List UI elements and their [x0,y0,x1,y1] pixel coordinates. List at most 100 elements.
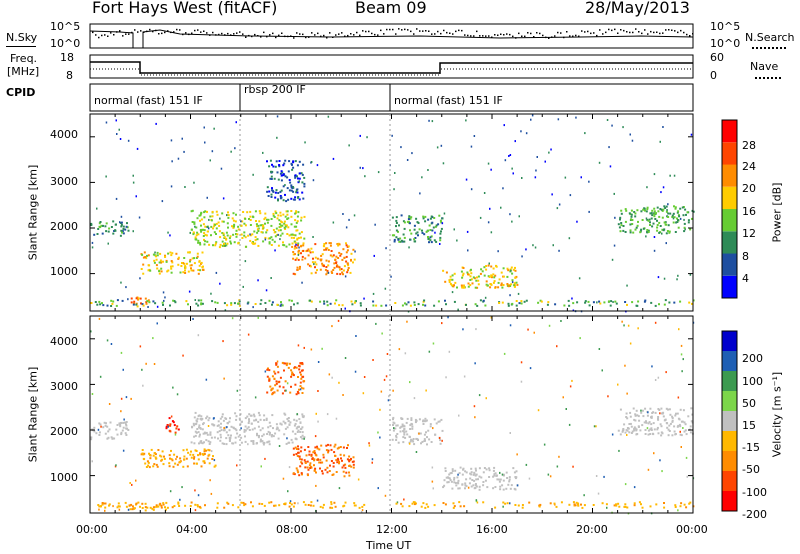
data-cell [279,229,282,232]
data-cell [169,304,171,307]
data-cell [204,225,207,228]
cpid-segment: rbsp 200 IF [244,83,306,96]
data-cell [423,233,426,236]
data-cell [110,226,113,228]
nsearch-point [512,35,514,38]
data-cell [654,218,657,220]
data-cell [236,233,239,236]
data-cell [234,412,237,415]
data-cell [203,450,206,453]
data-cell [501,286,504,289]
velocity-panel-frame [89,315,694,514]
data-cell [297,502,299,505]
data-cell [295,453,298,456]
data-cell [290,185,293,187]
data-cell [271,189,274,192]
data-cell [337,257,340,259]
data-cell [629,231,632,234]
data-cell [645,235,647,238]
data-cell [489,207,491,210]
data-cell [293,303,295,306]
data-cell [363,297,365,300]
data-cell [169,430,172,433]
data-cell [344,501,347,504]
data-cell [657,408,660,410]
data-cell [515,300,518,302]
nsearch-point [101,34,103,37]
data-cell [439,219,442,222]
data-cell [671,216,674,218]
data-cell [646,229,649,231]
data-cell [283,222,286,225]
data-cell [501,301,504,304]
data-cell [558,455,560,458]
data-cell [453,272,456,275]
data-cell [445,271,448,274]
data-cell [137,501,140,504]
nsearch-point [302,33,304,36]
data-cell [314,446,317,449]
data-cell [671,419,674,422]
data-cell [177,263,180,266]
data-cell [421,229,423,232]
data-cell [271,187,273,190]
data-cell [165,425,168,428]
data-cell [342,248,345,251]
data-cell [647,422,650,425]
data-cell [124,432,127,435]
data-cell [249,215,252,218]
data-cell [555,505,558,508]
data-cell [286,418,289,420]
data-cell [127,298,129,301]
data-cell [665,407,668,410]
data-cell [647,219,650,222]
data-cell [473,487,476,490]
data-cell [421,176,423,179]
data-cell [219,439,222,442]
data-cell [197,272,200,275]
data-cell [295,257,298,260]
data-cell [287,420,290,423]
data-cell [296,266,299,269]
data-cell [516,484,519,487]
data-cell [294,234,297,237]
data-cell [633,486,636,489]
data-cell [514,266,516,269]
nsky-underline [6,46,36,47]
data-cell [568,304,571,307]
data-cell [667,224,670,227]
data-cell [183,257,186,259]
data-cell [201,428,204,431]
data-cell [253,230,256,233]
data-cell [273,240,276,243]
data-cell [198,435,201,438]
data-cell [677,214,680,217]
data-cell [359,134,361,137]
nsearch-point [170,31,172,34]
nsearch-point [335,34,337,36]
data-cell [424,417,427,420]
data-cell [394,302,397,304]
data-cell [509,324,512,327]
data-cell [626,506,629,509]
data-cell [298,388,300,391]
data-cell [448,279,451,282]
data-cell [210,219,213,222]
data-cell [247,333,250,336]
data-cell [171,420,174,423]
data-cell [223,427,225,429]
data-cell [300,245,302,248]
data-cell [473,135,476,137]
data-cell [449,278,452,281]
data-cell [288,189,291,192]
data-cell [675,221,678,224]
data-cell [230,425,233,428]
data-cell [149,454,151,456]
data-cell [296,455,299,457]
data-cell [667,212,670,215]
data-cell [502,267,505,270]
data-cell [216,506,219,509]
nsearch-point [449,32,451,34]
data-cell [219,436,222,439]
data-cell [325,449,328,452]
